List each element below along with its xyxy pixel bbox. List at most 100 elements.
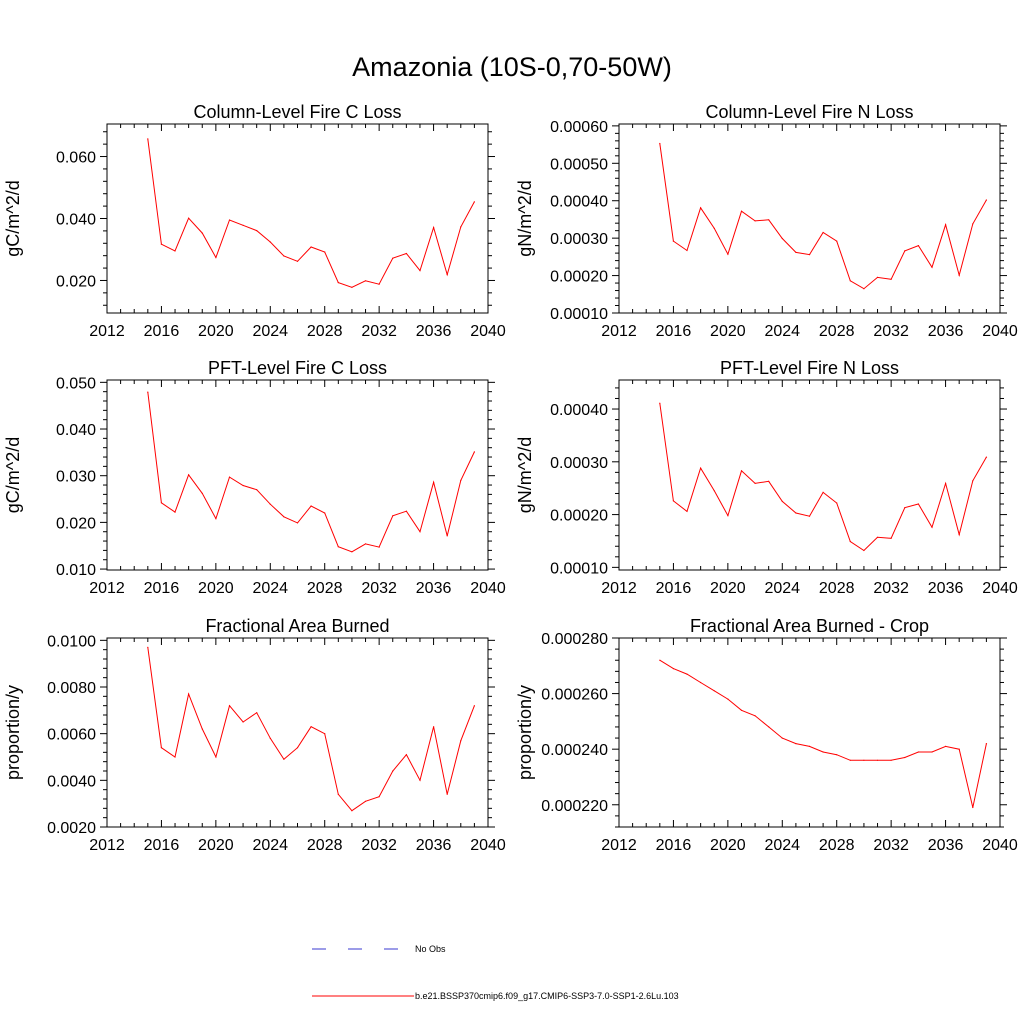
- data-point: [446, 793, 448, 795]
- x-tick-label: 2016: [144, 323, 180, 340]
- data-point: [147, 646, 149, 648]
- data-point: [419, 270, 421, 272]
- data-point: [849, 759, 851, 761]
- x-tick-label: 2028: [819, 580, 855, 597]
- data-point: [378, 283, 380, 285]
- legend-model-label: b.e21.BSSP370cmip6.f09_g17.CMIP6-SSP3-7.…: [415, 991, 679, 1001]
- data-point: [364, 280, 367, 282]
- y-tick-label: 0.050: [56, 375, 96, 392]
- x-tick-label: 2036: [416, 323, 452, 340]
- y-tick-label: 0.0060: [47, 727, 96, 744]
- data-point: [269, 503, 271, 505]
- x-tick-label: 2036: [928, 580, 964, 597]
- data-point: [904, 250, 906, 252]
- x-tick-label: 2040: [470, 323, 506, 340]
- data-point: [188, 474, 190, 476]
- x-tick-label: 2012: [89, 580, 125, 597]
- data-point: [460, 226, 462, 228]
- chart-panel-1: Column-Level Fire C Loss gC/m^2/d 2012 2016…: [3, 102, 506, 340]
- panel-title: Fractional Area Burned - Crop: [690, 616, 929, 636]
- data-point: [324, 512, 326, 514]
- data-point: [201, 492, 203, 494]
- data-point: [958, 534, 960, 536]
- y-tick-label: 0.00020: [550, 508, 608, 525]
- data-point: [768, 219, 770, 221]
- y-tick-label: 0.000220: [541, 798, 608, 815]
- data-point: [863, 288, 865, 290]
- x-tick-label: 2032: [361, 323, 397, 340]
- data-point: [972, 223, 974, 225]
- plot-frame: [618, 123, 1001, 314]
- y-tick-label: 0.010: [56, 562, 96, 579]
- data-point: [405, 754, 407, 756]
- data-point: [473, 451, 475, 453]
- data-point: [392, 770, 394, 772]
- x-tick-label: 2036: [928, 837, 964, 854]
- y-tick-label: 0.020: [56, 515, 96, 532]
- series-line-model: [659, 659, 987, 808]
- data-point: [686, 673, 688, 675]
- data-point: [160, 243, 162, 245]
- data-point: [795, 512, 797, 514]
- data-point: [945, 482, 947, 484]
- data-point: [433, 226, 435, 229]
- data-point: [256, 230, 258, 232]
- y-tick-label: 0.040: [56, 422, 96, 439]
- data-point: [917, 751, 920, 753]
- series-line-model: [659, 403, 987, 552]
- y-tick-label: 0.0080: [47, 680, 96, 697]
- y-tick-label: 0.030: [56, 469, 96, 486]
- y-tick-label: 0.00030: [550, 455, 608, 472]
- x-tick-label: 2016: [656, 837, 692, 854]
- data-point: [768, 480, 770, 482]
- y-tick-label: 0.00010: [550, 560, 608, 577]
- data-point: [904, 507, 906, 509]
- data-point: [945, 745, 947, 748]
- panel-title: Column-Level Fire N Loss: [705, 102, 913, 122]
- y-tick-label: 0.020: [56, 273, 96, 290]
- legend-obs-label: No Obs: [415, 944, 446, 954]
- data-point: [419, 531, 421, 533]
- data-point: [324, 733, 326, 735]
- data-point: [188, 217, 190, 219]
- page-title: Amazonia (10S-0,70-50W): [352, 52, 672, 82]
- data-point: [672, 500, 675, 502]
- x-tick-label: 2016: [144, 580, 180, 597]
- y-tick-label: 0.00050: [550, 156, 608, 173]
- data-point: [822, 491, 824, 493]
- data-point: [242, 721, 244, 723]
- data-point: [351, 551, 353, 553]
- x-tick-label: 2040: [982, 580, 1018, 597]
- data-point: [364, 543, 367, 545]
- data-point: [713, 490, 715, 492]
- data-point: [215, 756, 217, 758]
- data-point: [808, 745, 811, 748]
- data-point: [781, 237, 783, 240]
- data-point: [945, 224, 947, 226]
- y-tick-label: 0.00040: [550, 402, 608, 419]
- data-point: [659, 659, 661, 661]
- y-tick-label: 0.040: [56, 212, 96, 229]
- data-point: [283, 516, 285, 518]
- data-point: [174, 756, 176, 758]
- y-axis-label: proportion/y: [3, 685, 23, 780]
- plot-frame: [106, 379, 489, 571]
- series-line-model: [147, 138, 475, 288]
- data-point: [392, 515, 394, 517]
- plot-frame: [106, 637, 489, 828]
- y-axis-label: gC/m^2/d: [3, 180, 23, 256]
- data-point: [700, 681, 702, 684]
- data-point: [822, 751, 824, 753]
- data-point: [256, 489, 258, 491]
- data-point: [740, 709, 743, 711]
- data-point: [310, 246, 312, 248]
- x-tick-label: 2020: [710, 323, 746, 340]
- data-point: [310, 726, 312, 728]
- y-axis-label: gC/m^2/d: [3, 437, 23, 513]
- data-point: [392, 257, 394, 259]
- x-tick-label: 2020: [198, 580, 234, 597]
- chart-panel-5: Fractional Area Burned proportion/y 2012 20…: [3, 616, 506, 854]
- chart-panel-4: PFT-Level Fire N Loss gN/m^2/d 2012 2016 202…: [515, 358, 1018, 597]
- data-point: [958, 274, 960, 276]
- panel-title: Fractional Area Burned: [205, 616, 389, 636]
